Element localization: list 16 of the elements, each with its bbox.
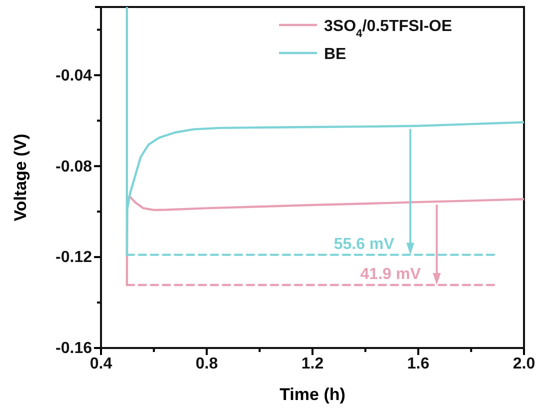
legend-label: BE [324, 46, 347, 63]
annotation: 41.9 mV [360, 266, 422, 284]
legend-label: 3SO$_{4}$/0.5TFSI-OE [324, 18, 452, 40]
x-tick-label: 0.4 [90, 355, 112, 372]
y-axis-title: Voltage (V) [11, 134, 30, 222]
x-tick-label: 0.8 [196, 355, 218, 372]
x-tick-label: 2.0 [512, 355, 536, 372]
y-tick-label: -0.04 [56, 67, 92, 84]
y-tick-label: -0.16 [56, 340, 92, 358]
y-tick-label: -0.08 [56, 158, 92, 176]
x-tick-label: 1.2 [301, 355, 324, 372]
y-tick-label: -0.12 [56, 249, 92, 266]
line-series [126, 7, 524, 256]
x-axis-title: Time (h) [280, 385, 346, 404]
annotation: 55.6 mV [334, 236, 395, 253]
x-tick-label: 1.6 [407, 355, 430, 372]
